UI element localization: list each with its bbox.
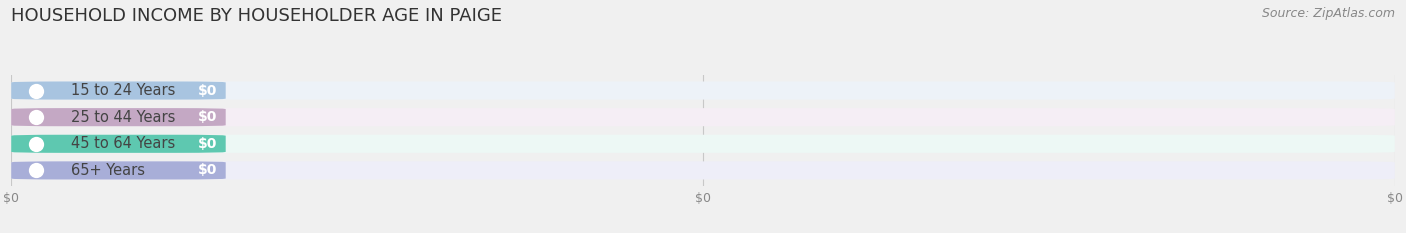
Text: 25 to 44 Years: 25 to 44 Years <box>70 110 176 125</box>
Text: 45 to 64 Years: 45 to 64 Years <box>70 136 174 151</box>
FancyBboxPatch shape <box>11 108 226 126</box>
Text: $0: $0 <box>198 137 218 151</box>
FancyBboxPatch shape <box>11 161 226 179</box>
Text: 15 to 24 Years: 15 to 24 Years <box>70 83 176 98</box>
Text: $0: $0 <box>198 84 218 98</box>
FancyBboxPatch shape <box>11 161 1395 179</box>
Text: Source: ZipAtlas.com: Source: ZipAtlas.com <box>1261 7 1395 20</box>
FancyBboxPatch shape <box>11 135 226 153</box>
Text: $0: $0 <box>198 110 218 124</box>
FancyBboxPatch shape <box>11 82 1395 99</box>
FancyBboxPatch shape <box>11 108 1395 126</box>
Text: $0: $0 <box>198 163 218 177</box>
FancyBboxPatch shape <box>11 82 226 99</box>
Text: 65+ Years: 65+ Years <box>70 163 145 178</box>
FancyBboxPatch shape <box>11 135 1395 153</box>
Text: HOUSEHOLD INCOME BY HOUSEHOLDER AGE IN PAIGE: HOUSEHOLD INCOME BY HOUSEHOLDER AGE IN P… <box>11 7 502 25</box>
